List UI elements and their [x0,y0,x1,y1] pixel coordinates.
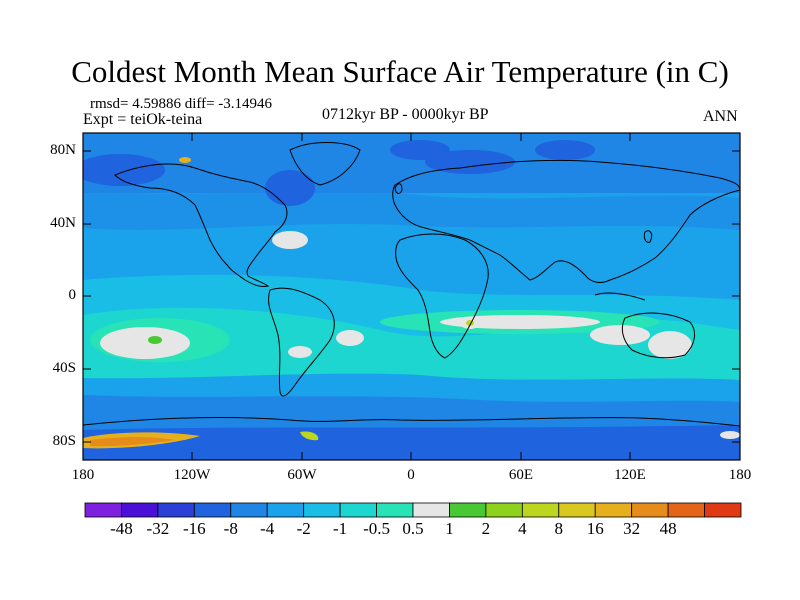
colorbar-swatch [521,502,560,518]
lat-label-80n: 80N [50,142,76,158]
lon-label-60e: 60E [508,467,534,483]
lon-label-0: 0 [407,467,415,483]
colorbar-label: 2 [481,519,491,538]
map-field [83,133,740,460]
colorbar-swatch [485,502,523,518]
colorbar-swatch [266,502,305,518]
lon-label-180e: 180 [728,467,752,483]
colorbar-label: 16 [586,519,604,538]
colorbar-label: 1 [445,519,454,538]
colorbar-label: 0.5 [402,519,424,538]
lat-label-40s: 40S [52,360,76,376]
colorbar-swatch [449,502,487,518]
colorbar-swatch [558,502,596,518]
colorbar-label: -16 [182,519,206,538]
lon-label-180w: 180 [71,467,95,483]
colorbar-label: 32 [623,519,641,538]
lon-label-120e: 120E [614,467,646,483]
colorbar [84,502,742,518]
colorbar-swatch [339,502,377,518]
colorbar-swatch [412,502,450,518]
colorbar-label: 4 [518,519,527,538]
colorbar-swatch [84,502,122,518]
colorbar-swatch [594,502,633,518]
season-label: ANN [703,108,738,125]
lat-label-40n: 40N [50,215,76,231]
colorbar-swatch [121,502,159,518]
period-label: 0712kyr BP - 0000kyr BP [322,106,489,123]
colorbar-label: -0.5 [363,519,390,538]
colorbar-label: -8 [223,519,238,538]
colorbar-swatch [193,502,232,518]
colorbar-swatch [376,502,414,518]
colorbar-swatch [667,502,705,518]
colorbar-label: -48 [110,519,133,538]
lon-label-120w: 120W [173,467,211,483]
colorbar-label: -4 [260,519,275,538]
colorbar-label: 48 [659,519,677,538]
colorbar-label: -1 [333,519,348,538]
colorbar-swatch [631,502,669,518]
lat-label-0: 0 [68,287,77,303]
colorbar-swatch [303,502,341,518]
experiment-label: Expt = teiOk-teina [83,111,203,128]
coastlines [83,142,740,427]
colorbar-swatch [157,502,195,518]
lon-label-60w: 60W [287,467,317,483]
colorbar-label: -2 [296,519,311,538]
colorbar-label: 8 [554,519,564,538]
stats-text: rmsd= 4.59886 diff= -3.14946 [90,96,273,112]
colorbar-swatch [704,502,742,518]
colorbar-swatch [230,502,268,518]
colorbar-label: -32 [146,519,170,538]
page-title: Coldest Month Mean Surface Air Temperatu… [71,54,729,89]
lat-label-80s: 80S [52,433,76,449]
